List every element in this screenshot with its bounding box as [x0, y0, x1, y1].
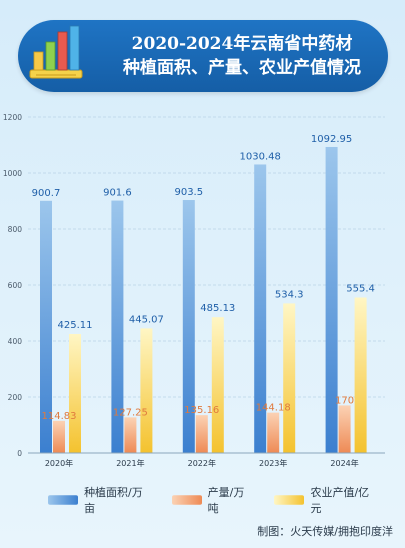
data-label: 135.16: [184, 405, 219, 416]
legend-label-output: 产量/万吨: [207, 486, 245, 515]
data-label: 1092.95: [311, 134, 352, 145]
data-label: 534.3: [275, 289, 304, 300]
x-tick-label: 2022年: [188, 458, 216, 468]
x-tick-label: 2020年: [45, 458, 73, 468]
bar-output: [338, 405, 351, 453]
data-label: 903.5: [174, 187, 203, 198]
data-label: 445.07: [129, 314, 164, 325]
legend-swatch-output: [171, 495, 202, 505]
data-label: 170: [335, 395, 354, 406]
legend-swatch-value: [274, 495, 305, 505]
bar-output: [195, 415, 208, 453]
data-label: 900.7: [32, 188, 61, 199]
y-tick-label: 800: [8, 225, 23, 234]
bar-value: [211, 317, 224, 453]
bar-output: [124, 417, 137, 453]
y-tick-label: 600: [8, 281, 23, 290]
data-label: 425.11: [58, 320, 93, 331]
bar-area: [182, 200, 195, 453]
data-label: 144.18: [256, 403, 291, 414]
bar-value: [69, 333, 81, 453]
legend-label-area: 种植面积/万亩: [84, 486, 143, 515]
legend-item-area: 种植面积/万亩: [48, 484, 150, 516]
bar-chart-icon: [29, 25, 83, 79]
y-tick-label: 0: [17, 449, 22, 458]
legend-item-value: 农业产值/亿元: [274, 484, 376, 516]
legend-item-output: 产量/万吨: [171, 484, 253, 516]
bar-area: [325, 146, 338, 453]
x-tick-label: 2021年: [116, 458, 144, 468]
y-tick-label: 200: [8, 393, 23, 402]
legend-label-value: 农业产值/亿元: [310, 486, 370, 515]
bar-output: [267, 412, 280, 453]
bar-value: [283, 303, 296, 453]
x-tick-label: 2023年: [259, 458, 287, 468]
bar-value: [140, 328, 153, 453]
legend-swatch-area: [48, 495, 79, 505]
bar-output: [53, 420, 65, 453]
data-label: 127.25: [113, 407, 148, 418]
x-tick-label: 2024年: [330, 458, 358, 468]
bar-area: [111, 200, 124, 453]
data-label: 114.83: [42, 411, 77, 422]
data-label: 485.13: [200, 303, 235, 314]
y-tick-label: 1200: [3, 113, 22, 122]
y-tick-label: 1000: [3, 169, 22, 178]
title-line-2: 种植面积、产量、农业产值情况: [123, 58, 361, 78]
credit-text: 制图：火天传媒/拥抱印度洋: [257, 525, 393, 538]
bar-area: [40, 200, 52, 453]
title-banner: 2020-2024年云南省中药材 种植面积、产量、农业产值情况: [18, 20, 388, 92]
bar-value: [354, 297, 367, 453]
y-tick-label: 400: [8, 337, 23, 346]
bar-area: [254, 164, 267, 453]
title-line-1: 2020-2024年云南省中药材: [131, 34, 353, 54]
data-label: 901.6: [103, 188, 132, 199]
data-label: 555.4: [346, 283, 375, 294]
data-label: 1030.48: [240, 151, 281, 162]
chart-title: 2020-2024年云南省中药材 种植面积、产量、农业产值情况: [106, 32, 378, 80]
legend: 种植面积/万亩 产量/万吨 农业产值/亿元: [48, 486, 398, 515]
